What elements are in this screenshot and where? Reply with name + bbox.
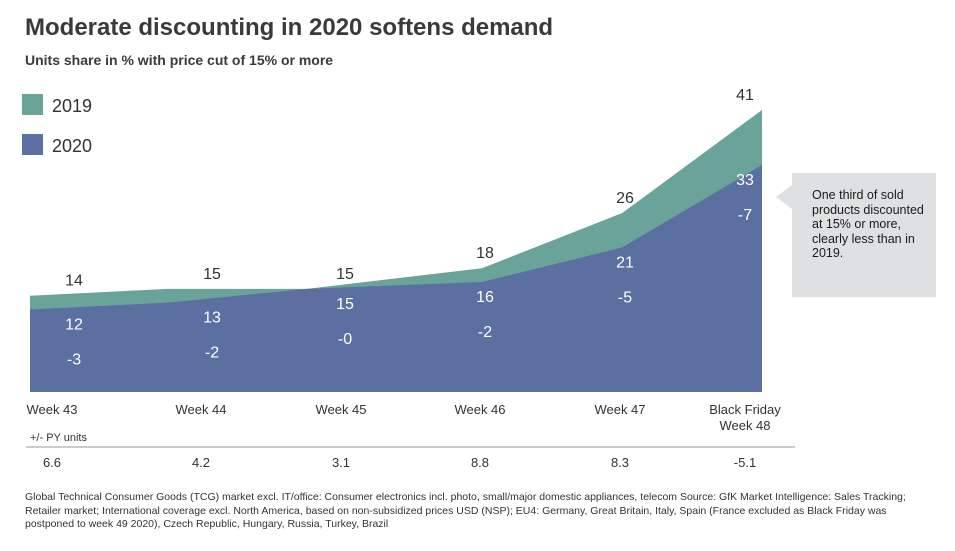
py-units-value-4: 8.3 bbox=[611, 455, 629, 470]
label-2019-5: 41 bbox=[736, 87, 754, 104]
label-2020-3: 16 bbox=[476, 289, 494, 306]
py-units-label: +/- PY units bbox=[30, 432, 87, 444]
change-label-4: -5 bbox=[618, 290, 632, 307]
label-2020-5: 33 bbox=[736, 172, 754, 189]
change-label-3: -2 bbox=[478, 324, 492, 341]
change-label-1: -2 bbox=[205, 345, 219, 362]
annotation-pointer bbox=[776, 185, 792, 209]
py-units-value-3: 8.8 bbox=[471, 455, 489, 470]
legend-swatch-2019 bbox=[22, 94, 43, 115]
change-label-5: -7 bbox=[738, 207, 752, 224]
label-2019-3: 18 bbox=[476, 245, 494, 262]
chart-areas bbox=[30, 110, 762, 392]
data-labels: 14 15 15 18 26 41 12 13 15 16 21 33 -3 -2 -0 -2 -5 -7 bbox=[65, 87, 754, 368]
category-label-4-0: Week 47 bbox=[594, 402, 645, 417]
py-units-value-0: 6.6 bbox=[43, 455, 61, 470]
chart-title: Moderate discounting in 2020 softens dem… bbox=[25, 14, 554, 41]
change-label-0: -3 bbox=[67, 351, 81, 368]
label-2019-4: 26 bbox=[616, 190, 634, 207]
py-units-value-2: 3.1 bbox=[332, 455, 350, 470]
label-2019-0: 14 bbox=[65, 273, 83, 290]
label-2019-1: 15 bbox=[203, 266, 221, 283]
source-footnote: Global Technical Consumer Goods (TCG) ma… bbox=[25, 491, 906, 530]
category-label-0-0: Week 43 bbox=[26, 402, 77, 417]
x-axis: Week 43 Week 44 Week 45 Week 46 Week 47 Black… bbox=[26, 402, 781, 433]
chart-subtitle: Units share in % with price cut of 15% o… bbox=[25, 52, 334, 68]
label-2020-4: 21 bbox=[616, 255, 634, 272]
area-2020 bbox=[30, 165, 762, 392]
py-units-value-1: 4.2 bbox=[192, 455, 210, 470]
label-2020-1: 13 bbox=[203, 310, 221, 327]
legend-swatch-2020 bbox=[22, 134, 43, 155]
category-label-5-1: Week 48 bbox=[719, 418, 770, 433]
annotation-callout: One third of sold products discounted at… bbox=[792, 173, 936, 297]
category-label-3-0: Week 46 bbox=[454, 402, 505, 417]
category-label-1-0: Week 44 bbox=[175, 402, 226, 417]
category-label-5-0: Black Friday bbox=[709, 402, 781, 417]
category-label-2-0: Week 45 bbox=[315, 402, 366, 417]
label-2020-0: 12 bbox=[65, 316, 83, 333]
chart-legend: 2019 2020 bbox=[22, 94, 92, 156]
legend-label-2019: 2019 bbox=[52, 96, 92, 116]
legend-label-2020: 2020 bbox=[52, 136, 92, 156]
label-2019-2: 15 bbox=[336, 266, 354, 283]
py-units-row: +/- PY units 6.6 4.2 3.1 8.8 8.3 -5.1 bbox=[26, 432, 795, 470]
change-label-2: -0 bbox=[338, 331, 352, 348]
label-2020-2: 15 bbox=[336, 296, 354, 313]
py-units-value-5: -5.1 bbox=[734, 455, 756, 470]
